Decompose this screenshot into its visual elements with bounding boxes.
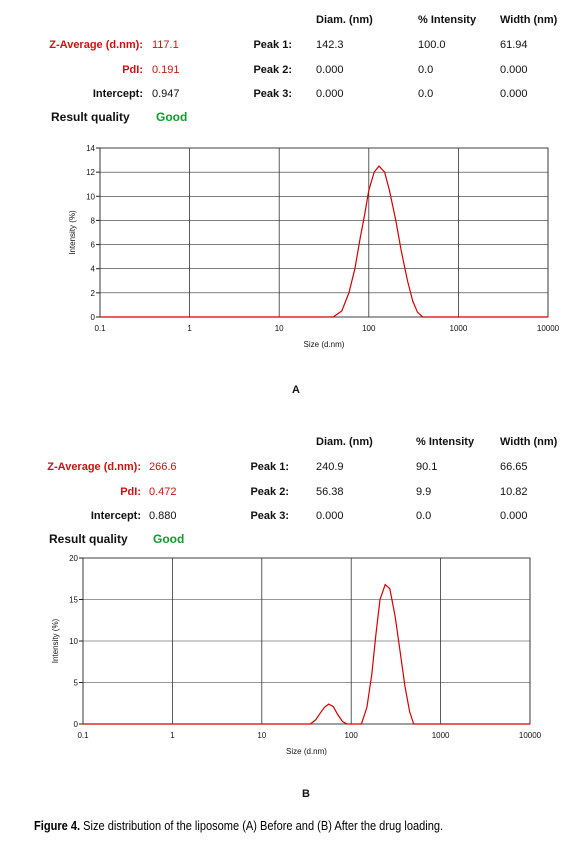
column-header: Width (nm) — [500, 14, 558, 26]
y-tick-label: 10 — [69, 637, 78, 646]
quality-label: Result quality — [49, 532, 128, 546]
peak-value: 0.000 — [316, 510, 344, 522]
y-axis-label: Intensity (%) — [51, 618, 60, 663]
x-tick-label: 100 — [345, 731, 359, 740]
row-label: Intercept: — [92, 88, 143, 100]
peak-value: 0.000 — [500, 510, 528, 522]
peak-value: 142.3 — [316, 39, 344, 51]
y-tick-label: 6 — [91, 241, 96, 250]
peak-value: 0.0 — [416, 510, 432, 522]
data-line — [100, 165, 548, 318]
row-value: 117.1 — [152, 39, 179, 51]
caption-label: Figure 4. — [34, 818, 81, 833]
y-tick-label: 2 — [91, 289, 96, 298]
caption-text: Size distribution of the liposome (A) Be… — [83, 818, 444, 833]
x-tick-label: 10000 — [537, 324, 560, 333]
panel-label: A — [292, 384, 300, 396]
y-tick-label: 4 — [91, 265, 96, 274]
peak-label: Peak 1: — [253, 39, 292, 51]
peak-value: 66.65 — [500, 461, 528, 473]
x-tick-label: 1 — [170, 731, 175, 740]
quality-value: Good — [156, 110, 188, 124]
x-tick-label: 10 — [275, 324, 284, 333]
x-tick-label: 0.1 — [94, 324, 106, 333]
y-tick-label: 12 — [86, 168, 95, 177]
row-value: 0.472 — [149, 485, 177, 498]
row-value: 0.191 — [152, 63, 180, 76]
y-tick-label: 8 — [91, 216, 96, 225]
peak-value: 0.000 — [316, 88, 344, 100]
data-line — [83, 583, 530, 725]
row-label: Z-Average (d.nm): — [49, 39, 143, 51]
quality-value: Good — [153, 532, 185, 546]
y-tick-label: 15 — [69, 596, 78, 605]
x-tick-label: 0.1 — [77, 731, 89, 740]
x-tick-label: 10 — [257, 731, 266, 740]
peak-label: Peak 2: — [253, 63, 292, 76]
row-label: PdI: — [120, 485, 141, 498]
x-tick-label: 100 — [362, 324, 376, 333]
y-tick-label: 14 — [86, 144, 95, 153]
row-value: 0.947 — [152, 88, 180, 100]
caption: Figure 4. Size distribution of the lipos… — [34, 818, 443, 833]
plot-frame — [99, 147, 549, 318]
column-header: % Intensity — [418, 14, 477, 26]
column-header: % Intensity — [416, 436, 475, 448]
peak-value: 0.000 — [316, 63, 344, 76]
peak-value: 240.9 — [316, 461, 344, 473]
peak-label: Peak 3: — [250, 510, 289, 522]
peak-value: 61.94 — [500, 39, 528, 51]
y-axis-label: Intensity (%) — [68, 210, 77, 255]
peak-value: 90.1 — [416, 461, 438, 473]
column-header: Width (nm) — [500, 436, 558, 448]
row-label: PdI: — [122, 63, 143, 76]
y-tick-label: 20 — [69, 554, 78, 563]
x-axis-label: Size (d.nm) — [286, 747, 327, 756]
peak-value: 0.0 — [418, 88, 434, 100]
y-tick-label: 0 — [74, 720, 79, 729]
peak-value: 9.9 — [416, 485, 432, 498]
x-tick-label: 1000 — [450, 324, 468, 333]
row-label: Intercept: — [90, 510, 141, 522]
column-header: Diam. (nm) — [316, 14, 373, 26]
peak-value: 56.38 — [316, 485, 344, 498]
panel-label: B — [302, 788, 310, 800]
x-axis-label: Size (d.nm) — [304, 340, 345, 349]
peak-value: 0.000 — [500, 88, 528, 100]
peak-value: 0.0 — [418, 63, 434, 76]
peak-label: Peak 3: — [253, 88, 292, 100]
quality-label: Result quality — [51, 110, 130, 124]
x-tick-label: 1000 — [432, 731, 450, 740]
column-header: Diam. (nm) — [316, 436, 373, 448]
peak-value: 10.82 — [500, 485, 528, 498]
y-tick-label: 10 — [86, 192, 95, 201]
peak-value: 0.000 — [500, 63, 528, 76]
x-tick-label: 10000 — [519, 731, 542, 740]
peak-label: Peak 1: — [250, 461, 289, 473]
peak-value: 100.0 — [418, 39, 446, 51]
y-tick-label: 5 — [74, 679, 79, 688]
row-label: Z-Average (d.nm): — [47, 461, 141, 473]
y-tick-label: 0 — [91, 313, 96, 322]
row-value: 266.6 — [149, 461, 177, 473]
x-tick-label: 1 — [187, 324, 192, 333]
row-value: 0.880 — [149, 510, 177, 522]
peak-label: Peak 2: — [250, 485, 289, 498]
